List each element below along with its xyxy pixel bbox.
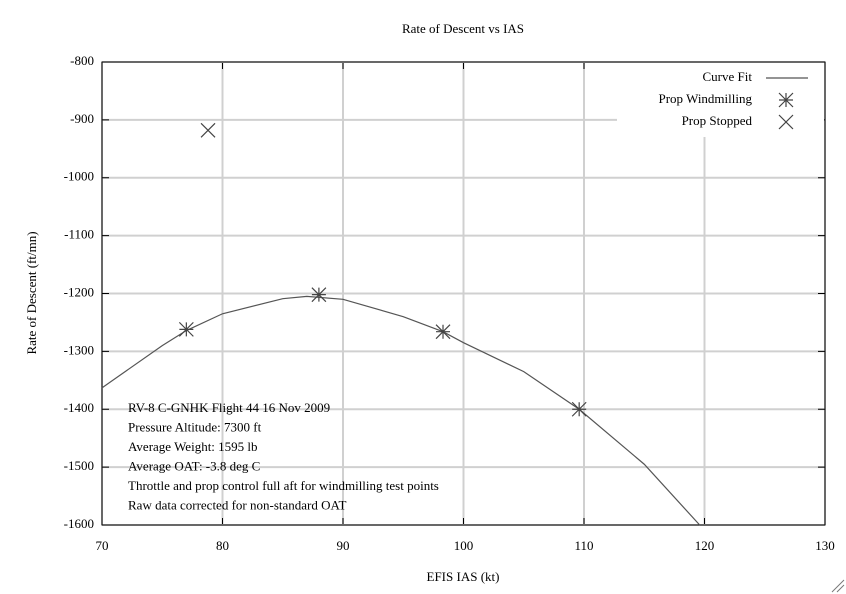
point bbox=[178, 321, 194, 337]
point bbox=[571, 401, 587, 417]
legend-swatch bbox=[778, 114, 794, 130]
annotation: Throttle and prop control full aft for w… bbox=[128, 478, 439, 493]
x-tick-label: 100 bbox=[454, 538, 474, 553]
y-tick-label: -1300 bbox=[64, 342, 94, 357]
x-tick-label: 70 bbox=[96, 538, 109, 553]
y-tick-label: -1400 bbox=[64, 400, 94, 415]
legend-swatch bbox=[778, 92, 794, 108]
x-tick-label: 110 bbox=[574, 538, 593, 553]
legend-label: Curve Fit bbox=[703, 69, 753, 84]
annotation: Average Weight: 1595 lb bbox=[128, 439, 258, 454]
x-tick-label: 120 bbox=[695, 538, 715, 553]
annotation: Average OAT: -3.8 deg C bbox=[128, 458, 260, 473]
chart-title: Rate of Descent vs IAS bbox=[402, 21, 524, 36]
annotation: Raw data corrected for non-standard OAT bbox=[128, 497, 346, 512]
y-tick-label: -800 bbox=[70, 53, 94, 68]
resize-grip bbox=[831, 579, 845, 593]
plot-frame bbox=[101, 61, 826, 526]
annotation: Pressure Altitude: 7300 ft bbox=[128, 419, 262, 434]
x-tick-label: 80 bbox=[216, 538, 229, 553]
x-tick-label: 90 bbox=[337, 538, 350, 553]
x-axis-label: EFIS IAS (kt) bbox=[427, 569, 500, 584]
point bbox=[200, 122, 216, 138]
point bbox=[435, 324, 451, 340]
annotation: RV-8 C-GNHK Flight 44 16 Nov 2009 bbox=[128, 400, 330, 415]
x-tick-label: 130 bbox=[815, 538, 835, 553]
y-tick-label: -1100 bbox=[64, 227, 94, 242]
y-tick-label: -1500 bbox=[64, 458, 94, 473]
y-tick-label: -1200 bbox=[64, 284, 94, 299]
y-tick-label: -1600 bbox=[64, 516, 94, 531]
curve bbox=[101, 295, 701, 526]
legend-label: Prop Windmilling bbox=[659, 91, 753, 106]
y-tick-label: -900 bbox=[70, 111, 94, 126]
legend-label: Prop Stopped bbox=[682, 113, 753, 128]
point bbox=[311, 287, 327, 303]
y-tick-label: -1000 bbox=[64, 169, 94, 184]
y-axis-label: Rate of Descent (ft/mn) bbox=[24, 231, 39, 354]
